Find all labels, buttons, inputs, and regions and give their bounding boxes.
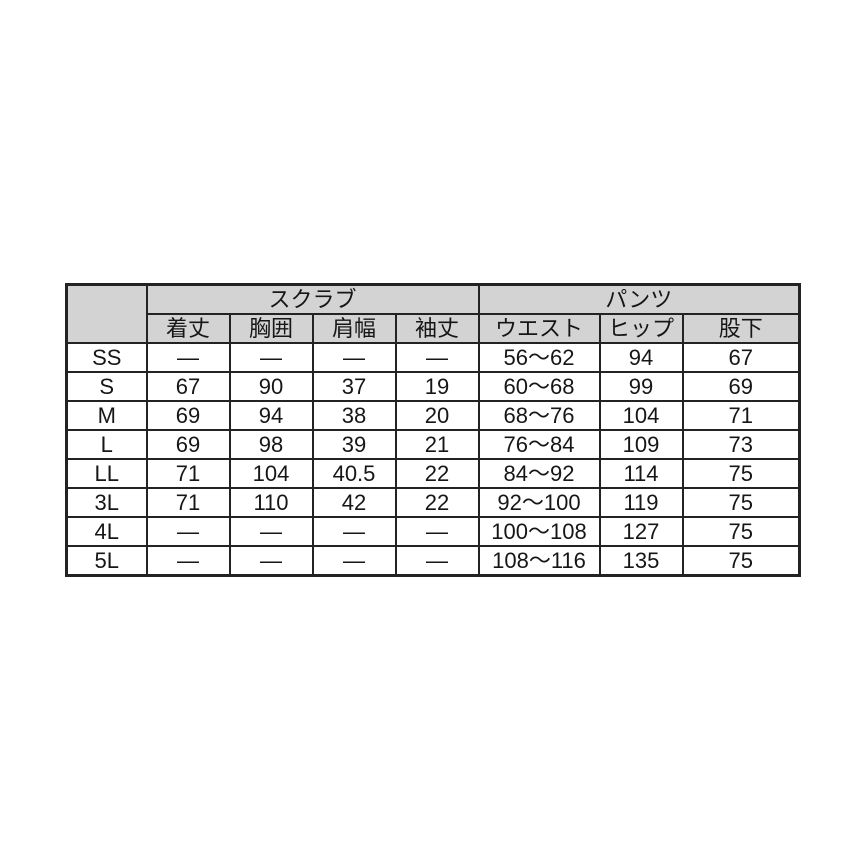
- table-row: S 67 90 37 19 60〜68 99 69: [65, 371, 801, 402]
- value-cell: —: [311, 342, 397, 373]
- value-cell: —: [311, 545, 397, 577]
- size-cell: L: [65, 429, 148, 460]
- column-header-row: 着丈 胸囲 肩幅 袖丈 ウエスト ヒップ 股下: [67, 313, 801, 344]
- value-cell: 69: [145, 400, 231, 431]
- value-cell: 69: [145, 429, 231, 460]
- table-row: 4L — — — — 100〜108 127 75: [65, 516, 801, 547]
- value-cell: —: [228, 342, 314, 373]
- value-cell: —: [394, 516, 480, 547]
- value-cell: 37: [311, 371, 397, 402]
- column-header-waist: ウエスト: [477, 313, 601, 344]
- value-cell: —: [394, 342, 480, 373]
- value-cell: —: [228, 516, 314, 547]
- table-row: 5L — — — — 108〜116 135 75: [65, 545, 801, 577]
- value-cell: —: [228, 545, 314, 577]
- value-cell: 38: [311, 400, 397, 431]
- value-cell: 76〜84: [477, 429, 601, 460]
- value-cell: 60〜68: [477, 371, 601, 402]
- value-cell: 67: [145, 371, 231, 402]
- size-cell: 5L: [65, 545, 148, 577]
- column-header-hip: ヒップ: [598, 313, 684, 344]
- column-header-chest: 胸囲: [228, 313, 314, 344]
- corner-cell: [65, 283, 148, 344]
- column-header-inseam: 股下: [681, 313, 801, 344]
- table-row: SS — — — — 56〜62 94 67: [65, 342, 801, 373]
- value-cell: 21: [394, 429, 480, 460]
- table-row: 3L 71 110 42 22 92〜100 119 75: [65, 487, 801, 518]
- value-cell: 100〜108: [477, 516, 601, 547]
- value-cell: —: [145, 342, 231, 373]
- table-row: L 69 98 39 21 76〜84 109 73: [65, 429, 801, 460]
- size-cell: M: [65, 400, 148, 431]
- column-header-sleeve: 袖丈: [394, 313, 480, 344]
- group-header-pants: パンツ: [477, 283, 801, 315]
- value-cell: —: [145, 545, 231, 577]
- table-row: M 69 94 38 20 68〜76 104 71: [65, 400, 801, 431]
- size-cell: 4L: [65, 516, 148, 547]
- value-cell: 127: [598, 516, 684, 547]
- value-cell: 19: [394, 371, 480, 402]
- value-cell: 119: [598, 487, 684, 518]
- value-cell: 73: [681, 429, 801, 460]
- value-cell: —: [145, 516, 231, 547]
- size-cell: LL: [65, 458, 148, 489]
- value-cell: 39: [311, 429, 397, 460]
- value-cell: 71: [145, 458, 231, 489]
- value-cell: 71: [681, 400, 801, 431]
- column-header-shoulder: 肩幅: [311, 313, 397, 344]
- value-cell: 99: [598, 371, 684, 402]
- size-cell: SS: [65, 342, 148, 373]
- value-cell: 110: [228, 487, 314, 518]
- value-cell: 69: [681, 371, 801, 402]
- value-cell: 75: [681, 545, 801, 577]
- value-cell: 67: [681, 342, 801, 373]
- column-header-body-length: 着丈: [145, 313, 231, 344]
- value-cell: 92〜100: [477, 487, 601, 518]
- value-cell: 20: [394, 400, 480, 431]
- size-cell: S: [65, 371, 148, 402]
- size-chart-table: スクラブ パンツ 着丈 胸囲 肩幅 袖丈 ウエスト ヒップ 股下 SS — — …: [65, 283, 801, 577]
- value-cell: 104: [228, 458, 314, 489]
- value-cell: 98: [228, 429, 314, 460]
- value-cell: 56〜62: [477, 342, 601, 373]
- value-cell: 94: [228, 400, 314, 431]
- value-cell: 90: [228, 371, 314, 402]
- value-cell: 75: [681, 458, 801, 489]
- value-cell: 108〜116: [477, 545, 601, 577]
- value-cell: 114: [598, 458, 684, 489]
- value-cell: 68〜76: [477, 400, 601, 431]
- value-cell: 94: [598, 342, 684, 373]
- value-cell: 84〜92: [477, 458, 601, 489]
- group-header-row: スクラブ パンツ: [65, 283, 801, 344]
- group-header-scrub: スクラブ: [145, 283, 480, 315]
- value-cell: 22: [394, 487, 480, 518]
- value-cell: —: [394, 545, 480, 577]
- value-cell: 75: [681, 516, 801, 547]
- value-cell: 42: [311, 487, 397, 518]
- value-cell: 104: [598, 400, 684, 431]
- value-cell: 109: [598, 429, 684, 460]
- value-cell: 22: [394, 458, 480, 489]
- value-cell: 135: [598, 545, 684, 577]
- size-cell: 3L: [65, 487, 148, 518]
- value-cell: —: [311, 516, 397, 547]
- table-row: LL 71 104 40.5 22 84〜92 114 75: [65, 458, 801, 489]
- value-cell: 75: [681, 487, 801, 518]
- value-cell: 71: [145, 487, 231, 518]
- value-cell: 40.5: [311, 458, 397, 489]
